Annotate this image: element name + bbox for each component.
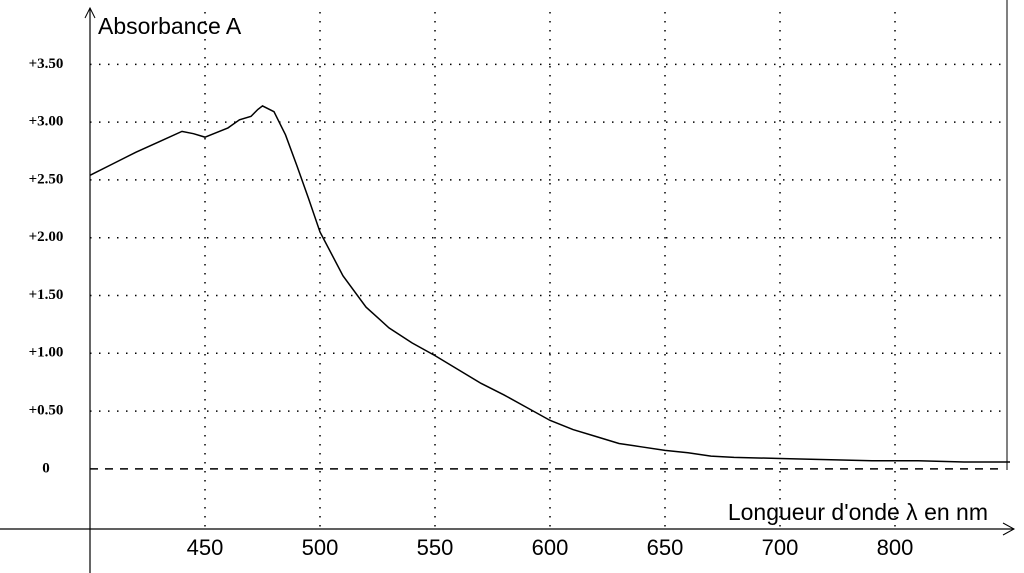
y-tick-label: +1.00 xyxy=(29,345,64,361)
y-tick-label: +3.50 xyxy=(29,56,64,72)
x-tick-label: 650 xyxy=(647,535,684,560)
x-tick-label: 500 xyxy=(302,535,339,560)
y-tick-label: 0 xyxy=(42,460,50,476)
x-tick-label: 700 xyxy=(762,535,799,560)
y-axis-arrow xyxy=(84,6,96,19)
y-tick-label: +2.50 xyxy=(29,171,64,187)
y-tick-label: +3.00 xyxy=(29,114,64,130)
y-tick-label: +1.50 xyxy=(29,287,64,303)
x-axis-title: Longueur d'onde λ en nm xyxy=(728,499,988,525)
x-tick-label: 450 xyxy=(187,535,224,560)
y-axis-title: Absorbance A xyxy=(98,13,242,39)
y-tick-label: +2.00 xyxy=(29,229,64,245)
x-axis-arrow xyxy=(1002,522,1016,536)
x-tick-label: 600 xyxy=(532,535,569,560)
data-line xyxy=(89,105,1010,463)
y-tick-label: +0.50 xyxy=(29,403,64,419)
x-tick-label: 800 xyxy=(877,535,914,560)
x-tick-label: 550 xyxy=(417,535,454,560)
